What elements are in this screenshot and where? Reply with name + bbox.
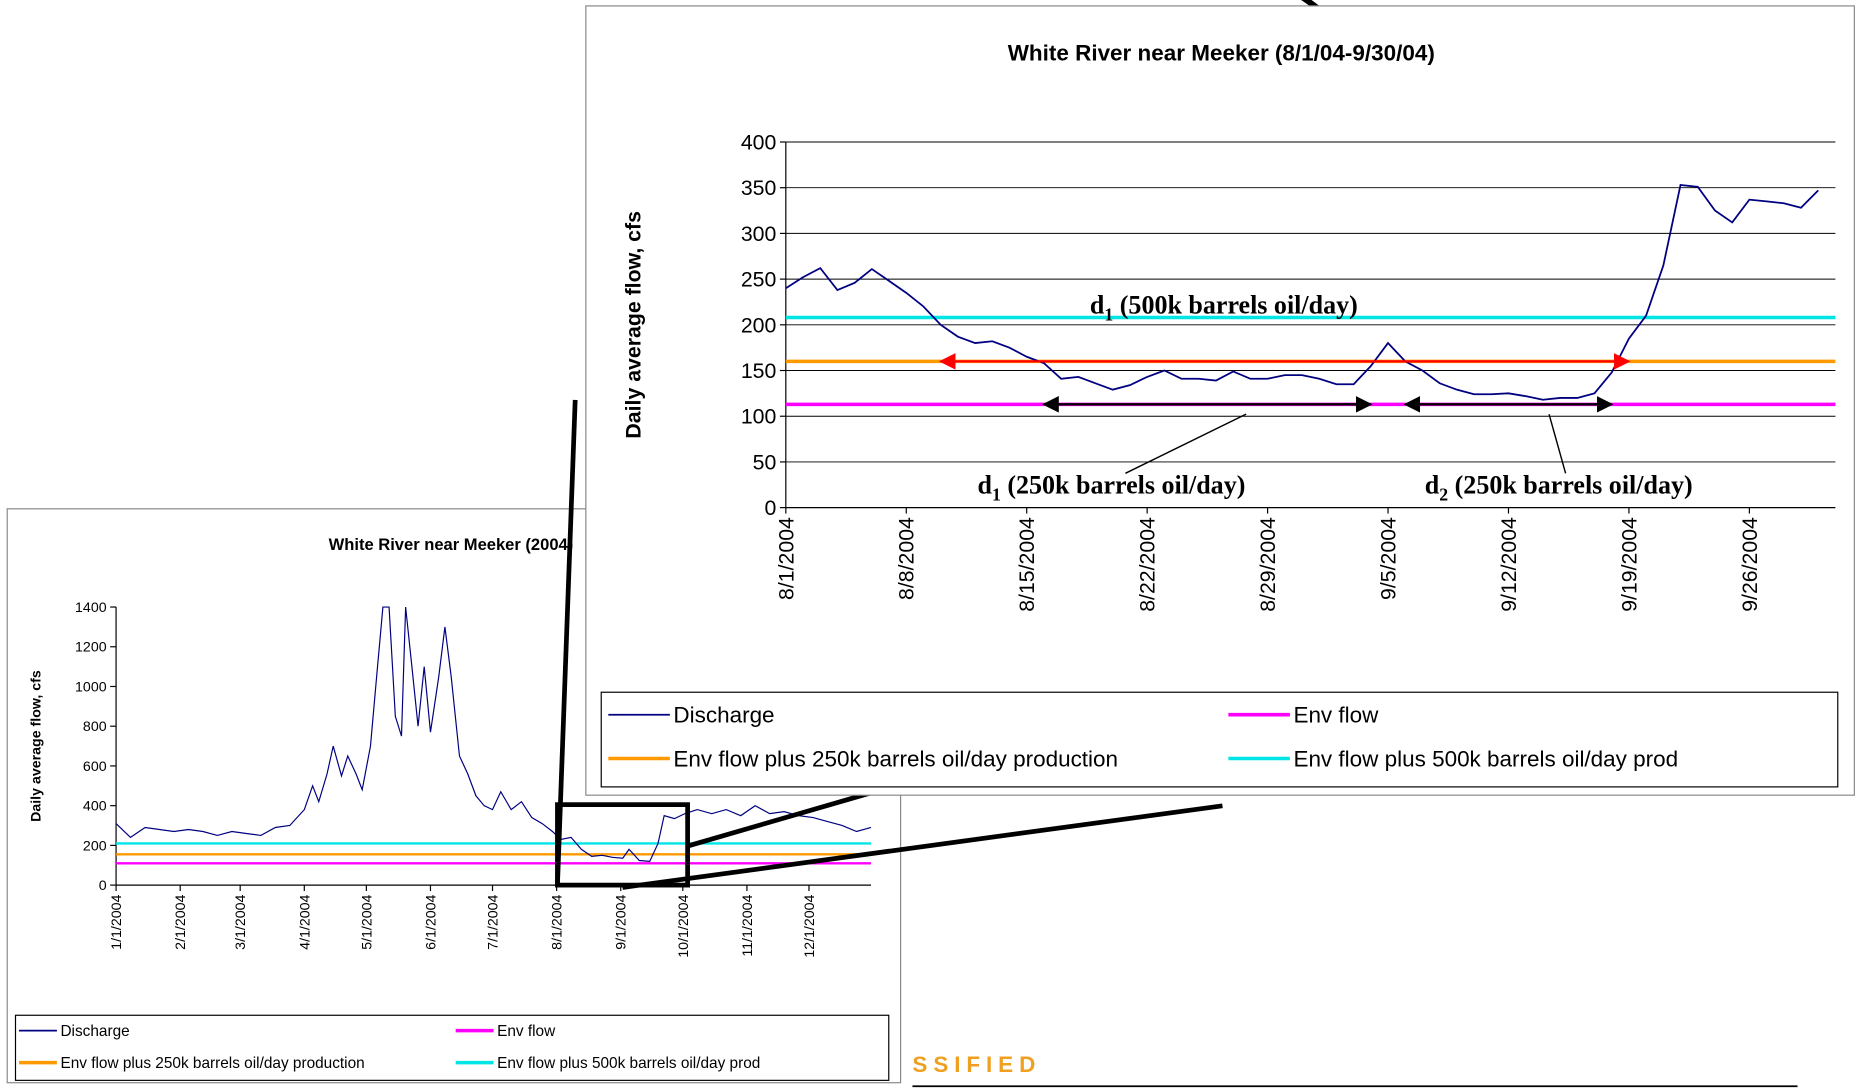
discharge-line <box>115 606 872 862</box>
y-tick-label: 50 <box>753 450 777 474</box>
x-tick-label: 9/1/2004 <box>614 894 630 949</box>
legend-label: Env flow <box>497 1023 556 1040</box>
y-tick-label: 250 <box>741 268 777 292</box>
legend-label: Env flow <box>1293 703 1379 728</box>
x-tick-label: 9/12/2004 <box>1497 517 1521 612</box>
x-tick-label: 8/29/2004 <box>1256 517 1280 612</box>
y-tick-label: 200 <box>83 838 107 854</box>
annotation-text: d <box>978 470 993 499</box>
chart-title: White River near Meeker (2004) <box>329 535 574 554</box>
x-tick-label: 1/1/2004 <box>109 894 125 949</box>
x-tick-label: 8/15/2004 <box>1015 517 1039 612</box>
y-tick-label: 1200 <box>75 640 107 656</box>
y-tick-label: 1000 <box>75 679 107 695</box>
footer-text: SSIFIED <box>912 1052 1041 1077</box>
leader-line <box>1548 413 1567 474</box>
x-tick-label: 9/19/2004 <box>1617 517 1641 612</box>
y-axis-label: Daily average flow, cfs <box>621 211 645 438</box>
x-tick-label: 10/1/2004 <box>676 894 692 957</box>
y-tick-label: 150 <box>741 359 777 383</box>
y-tick-label: 400 <box>741 130 777 154</box>
annotation-rest: (250k barrels oil/day) <box>1448 470 1693 499</box>
annotation-sub: 2 <box>1439 485 1448 505</box>
zoom-indicator <box>555 399 1223 890</box>
x-tick-label: 5/1/2004 <box>359 894 375 949</box>
y-tick-label: 400 <box>83 799 107 815</box>
legend-label: Env flow plus 250k barrels oil/day produ… <box>60 1055 364 1072</box>
x-tick-label: 12/1/2004 <box>802 894 818 957</box>
legend-label: Env flow plus 500k barrels oil/day prod <box>497 1055 760 1072</box>
y-tick-label: 300 <box>741 222 777 246</box>
y-tick-label: 1400 <box>75 600 107 616</box>
legend-label: Discharge <box>673 703 774 728</box>
x-tick-label: 2/1/2004 <box>173 894 189 949</box>
y-tick-label: 0 <box>765 496 777 520</box>
x-tick-label: 4/1/2004 <box>297 894 313 949</box>
x-tick-label: 8/1/2004 <box>550 894 566 949</box>
x-tick-label: 3/1/2004 <box>233 894 249 949</box>
y-tick-label: 200 <box>741 313 777 337</box>
annotation: d1 (500k barrels oil/day) <box>1090 291 1358 325</box>
y-tick-label: 800 <box>83 719 107 735</box>
chart-frame <box>585 5 1855 796</box>
legend-label: Env flow plus 250k barrels oil/day produ… <box>673 746 1118 771</box>
x-tick-label: 8/1/2004 <box>774 517 798 600</box>
x-tick-label: 6/1/2004 <box>423 894 439 949</box>
chart-title: White River near Meeker (8/1/04-9/30/04) <box>1008 40 1435 65</box>
detail-chart: White River near Meeker (8/1/04-9/30/04)… <box>585 5 1855 796</box>
x-tick-label: 11/1/2004 <box>740 894 756 956</box>
y-axis-label: Daily average flow, cfs <box>28 670 44 822</box>
leader-line <box>1125 413 1247 474</box>
y-tick-label: 600 <box>83 759 107 775</box>
annotation-rest: (250k barrels oil/day) <box>1001 470 1246 499</box>
annotation-rest: (500k barrels oil/day) <box>1113 291 1358 320</box>
zoom-line <box>622 803 1223 890</box>
annotation-text: d <box>1425 470 1440 499</box>
annotation-text: d <box>1090 291 1105 320</box>
annotation-sub: 1 <box>992 485 1001 505</box>
annotation: d2 (250k barrels oil/day) <box>1425 470 1693 504</box>
y-tick-label: 350 <box>741 176 777 200</box>
x-tick-label: 7/1/2004 <box>485 894 501 949</box>
legend-box <box>14 1014 890 1081</box>
x-tick-label: 8/8/2004 <box>895 517 919 600</box>
y-tick-label: 0 <box>99 878 107 894</box>
zoom-line <box>555 399 578 886</box>
annotation-sub: 1 <box>1104 305 1113 325</box>
legend-box <box>600 691 1839 788</box>
discharge-line <box>785 183 1819 401</box>
annotation: d1 (250k barrels oil/day) <box>978 470 1246 504</box>
x-tick-label: 8/22/2004 <box>1136 517 1160 612</box>
x-tick-label: 9/26/2004 <box>1738 517 1762 612</box>
legend-label: Env flow plus 500k barrels oil/day prod <box>1293 746 1678 771</box>
legend-label: Discharge <box>60 1023 129 1040</box>
y-tick-label: 100 <box>741 405 777 429</box>
x-tick-label: 9/5/2004 <box>1376 517 1400 600</box>
zoom-line <box>686 790 872 849</box>
